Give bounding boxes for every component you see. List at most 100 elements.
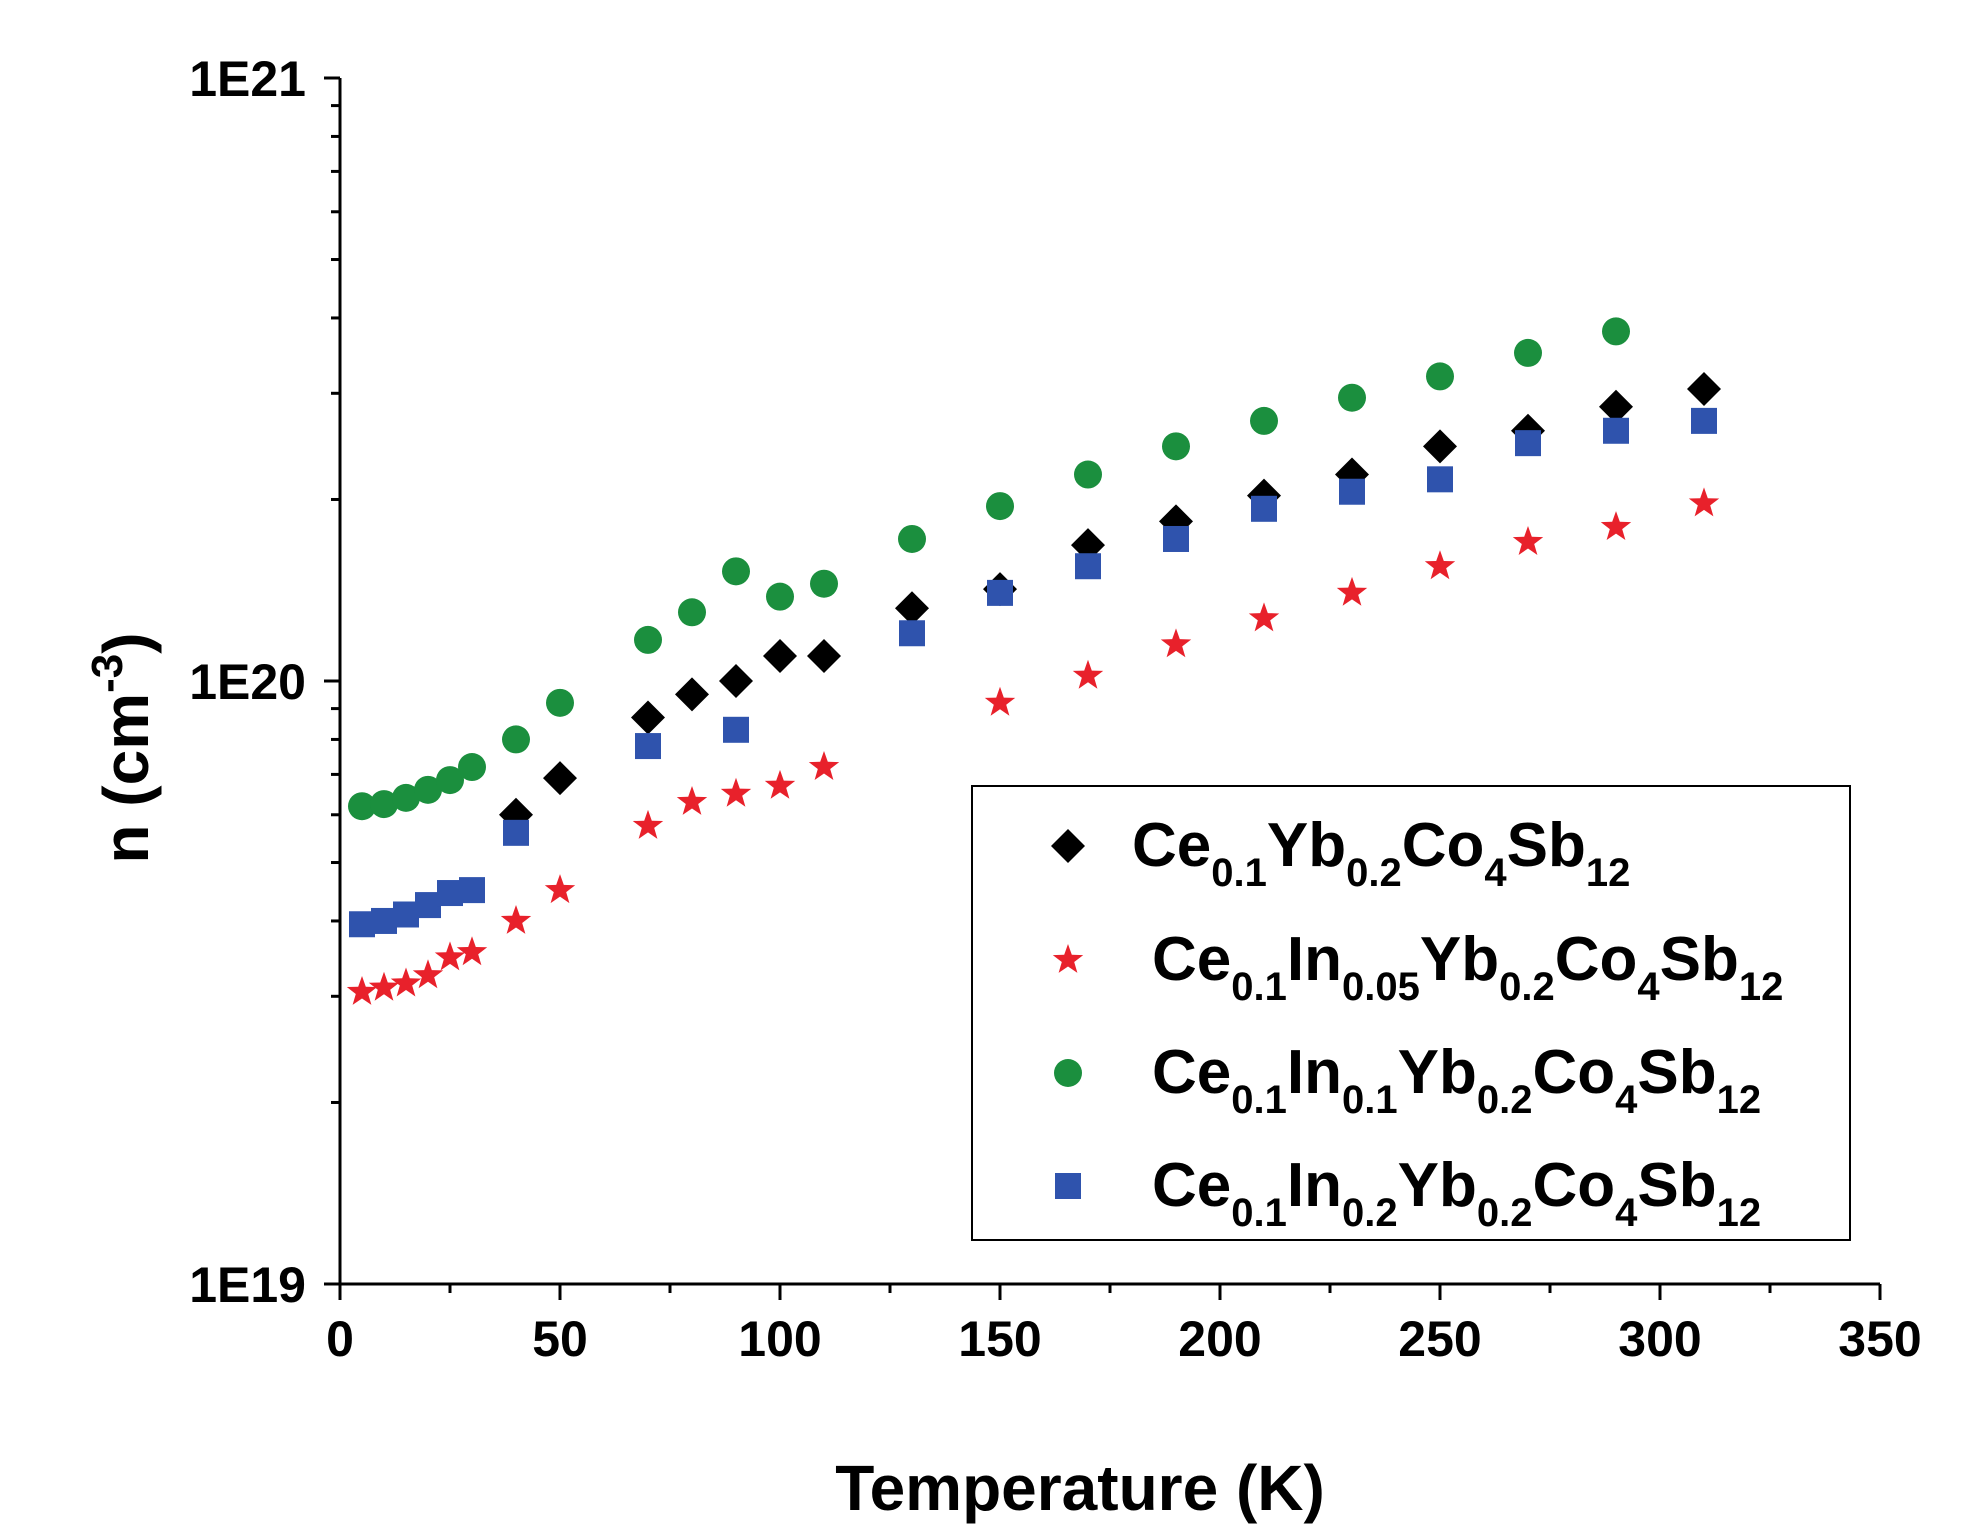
data-point-circle xyxy=(414,775,442,804)
data-point-circle xyxy=(1602,317,1630,346)
data-point-diamond xyxy=(1599,389,1633,424)
data-point-circle xyxy=(436,766,464,795)
y-tick-label: 1E20 xyxy=(189,654,306,710)
data-point-star xyxy=(500,905,532,934)
data-point-circle xyxy=(502,725,530,754)
data-point-diamond xyxy=(719,664,753,698)
series-3-points xyxy=(348,317,1630,821)
data-point-square xyxy=(1163,525,1189,552)
data-point-diamond xyxy=(631,700,665,735)
data-point-circle xyxy=(986,492,1014,521)
x-tick-label: 0 xyxy=(326,1311,354,1367)
data-point-square xyxy=(1691,407,1717,434)
y-axis-title-base: n (cm xyxy=(90,693,162,864)
data-point-star xyxy=(632,809,664,839)
data-point-square xyxy=(1251,495,1277,522)
legend-label-series-3: Ce0.1In0.1Yb0.2Co4Sb12 xyxy=(1152,1038,1761,1122)
y-tick-label: 1E19 xyxy=(189,1257,306,1313)
data-points xyxy=(346,317,1721,1005)
data-point-square xyxy=(371,907,397,934)
data-point-square xyxy=(635,733,661,760)
axes: 0 50 100 150 200 250 300 350 1E19 1E20 1E21 xyxy=(189,51,1922,1367)
data-point-circle xyxy=(1250,406,1278,435)
legend-label-series-4: Ce0.1In0.2Yb0.2Co4Sb12 xyxy=(1152,1151,1761,1235)
data-point-square xyxy=(1075,553,1101,580)
data-point-star xyxy=(456,936,488,966)
data-point-star xyxy=(764,769,796,799)
data-point-star xyxy=(1600,511,1632,540)
data-point-circle xyxy=(678,598,706,627)
data-point-square xyxy=(987,579,1013,606)
legend-label-series-1: Ce0.1Yb0.2Co4Sb12 xyxy=(1132,811,1630,895)
data-point-star xyxy=(1512,526,1544,555)
data-point-square xyxy=(899,620,925,647)
x-tick-label: 300 xyxy=(1618,1311,1701,1367)
data-point-star xyxy=(434,941,466,971)
data-point-star xyxy=(1424,550,1456,580)
data-point-square xyxy=(1427,466,1453,493)
data-point-star xyxy=(1688,487,1720,517)
x-tick-label: 50 xyxy=(532,1311,588,1367)
legend-marker-square xyxy=(1055,1173,1081,1199)
data-point-star xyxy=(1072,659,1104,689)
data-point-star xyxy=(1248,602,1280,632)
data-point-circle xyxy=(546,688,574,717)
data-point-circle xyxy=(348,792,376,821)
data-point-diamond xyxy=(895,591,929,626)
series-4-points xyxy=(349,407,1717,938)
data-point-square xyxy=(503,819,529,846)
y-axis-title: n (cm-3) xyxy=(83,632,162,863)
legend-box xyxy=(971,785,1851,1241)
data-point-circle xyxy=(1162,432,1190,461)
data-point-diamond xyxy=(763,639,797,674)
data-point-star xyxy=(412,959,444,989)
y-axis-title-superscript: -3 xyxy=(83,654,132,693)
data-point-diamond xyxy=(807,639,841,674)
legend-label-series-2: Ce0.1In0.05Yb0.2Co4Sb12 xyxy=(1152,925,1783,1009)
data-point-star xyxy=(390,967,422,997)
data-point-star xyxy=(808,751,840,780)
data-point-circle xyxy=(1338,383,1366,412)
data-point-square xyxy=(723,716,749,743)
data-point-circle xyxy=(722,557,750,586)
data-point-square xyxy=(1603,417,1629,444)
data-point-square xyxy=(393,901,419,928)
data-point-circle xyxy=(1514,338,1542,367)
data-point-square xyxy=(1515,430,1541,457)
data-point-star xyxy=(1336,576,1368,606)
y-axis-title-close: ) xyxy=(90,632,162,653)
legend: Ce0.1Yb0.2Co4Sb12 Ce0.1In0.05Yb0.2Co4Sb12… xyxy=(971,785,1851,1241)
y-tick-label: 1E21 xyxy=(189,51,306,107)
x-axis-title: Temperature (K) xyxy=(835,1452,1325,1524)
data-point-circle xyxy=(1074,460,1102,489)
data-point-diamond xyxy=(675,677,709,712)
data-point-diamond xyxy=(543,761,577,796)
data-point-diamond xyxy=(1687,371,1721,406)
data-point-star xyxy=(720,777,752,807)
data-point-circle xyxy=(1426,362,1454,391)
data-point-star xyxy=(346,976,378,1005)
data-point-circle xyxy=(392,783,420,812)
data-point-circle xyxy=(898,524,926,553)
legend-marker-diamond xyxy=(1051,829,1085,863)
data-point-star xyxy=(1160,628,1192,658)
data-point-circle xyxy=(370,790,398,819)
data-point-square xyxy=(437,880,463,907)
x-tick-label: 200 xyxy=(1178,1311,1261,1367)
x-tick-label: 150 xyxy=(958,1311,1041,1367)
data-point-star xyxy=(368,971,400,1001)
data-point-square xyxy=(1339,478,1365,505)
data-point-square xyxy=(459,877,485,904)
data-point-circle xyxy=(766,582,794,611)
data-point-square xyxy=(415,892,441,919)
data-point-circle xyxy=(634,625,662,654)
data-point-square xyxy=(349,911,375,938)
data-point-star xyxy=(544,874,576,904)
data-point-diamond xyxy=(1423,429,1457,464)
data-point-circle xyxy=(810,569,838,598)
series-2-points xyxy=(346,487,1720,1005)
data-point-star xyxy=(676,786,708,815)
x-tick-label: 100 xyxy=(738,1311,821,1367)
x-tick-label: 350 xyxy=(1838,1311,1921,1367)
